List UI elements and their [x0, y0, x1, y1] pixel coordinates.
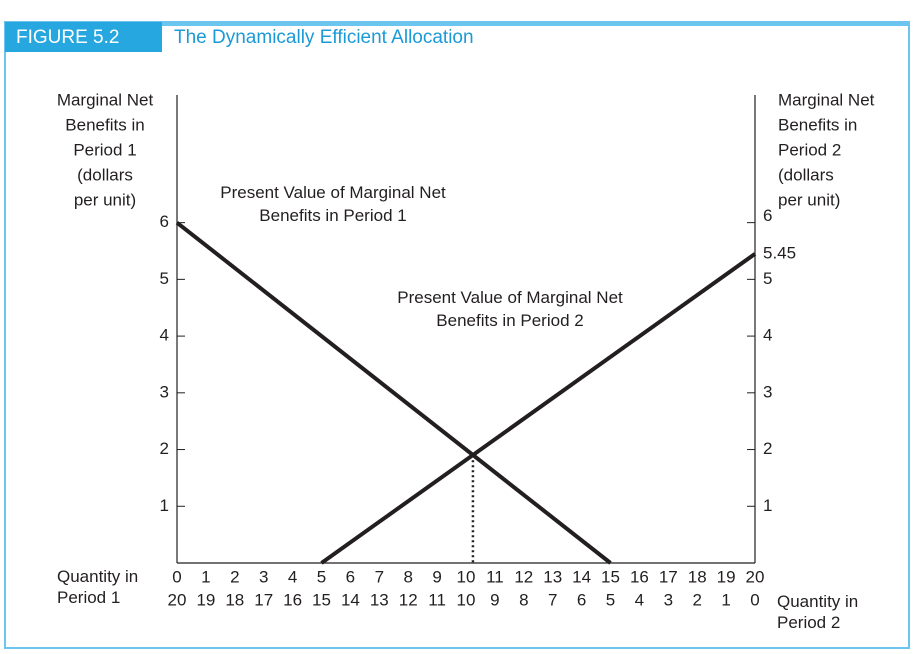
x2-tick-label: 14 — [341, 590, 360, 609]
series-label: Present Value of Marginal Net Benefits i… — [220, 183, 446, 225]
x-tick-label: 5 — [317, 567, 326, 586]
y-tick-label: 5 — [160, 269, 169, 288]
x2-tick-label: 15 — [312, 590, 331, 609]
y2-tick-label: 2 — [763, 439, 772, 458]
y2-tick-label: 5.45 — [763, 243, 796, 262]
x-tick-label: 13 — [543, 567, 562, 586]
x2-tick-label: 11 — [428, 590, 446, 609]
y2-tick-label: 4 — [763, 326, 772, 345]
chart-title: The Dynamically Efficient Allocation — [174, 27, 474, 48]
x2-axis-label: Quantity in Period 2 — [777, 592, 859, 632]
y2-tick-label: 6 — [763, 206, 772, 225]
x-tick-label: 18 — [688, 567, 707, 586]
x2-tick-label: 0 — [750, 590, 759, 609]
y2-tick-label: 5 — [763, 269, 772, 288]
y-tick-label: 6 — [160, 212, 169, 231]
x2-tick-label: 13 — [370, 590, 389, 609]
x2-tick-label: 6 — [577, 590, 586, 609]
x2-tick-label: 1 — [721, 590, 730, 609]
x-tick-label: 2 — [230, 567, 239, 586]
x-tick-label: 6 — [346, 567, 355, 586]
y2-axis-label: Period 2 — [778, 140, 841, 159]
y2-axis-label: Marginal Net — [778, 90, 875, 109]
x-tick-label: 8 — [403, 567, 412, 586]
x-tick-label: 3 — [259, 567, 268, 586]
x2-tick-label: 3 — [664, 590, 673, 609]
y-tick-label: 2 — [160, 439, 169, 458]
x-tick-label: 9 — [432, 567, 441, 586]
x-tick-label: 17 — [659, 567, 678, 586]
x-tick-label: 19 — [717, 567, 736, 586]
series-line — [175, 221, 612, 565]
x2-tick-label: 10 — [457, 590, 476, 609]
x-tick-label: 16 — [630, 567, 649, 586]
x2-tick-label: 5 — [606, 590, 615, 609]
x2-tick-label: 4 — [635, 590, 644, 609]
x2-tick-label: 8 — [519, 590, 528, 609]
x2-tick-label: 19 — [196, 590, 215, 609]
y2-axis-label: (dollars — [778, 165, 834, 184]
x2-tick-label: 9 — [490, 590, 499, 609]
y2-axis-label: Benefits in — [778, 115, 857, 134]
x-tick-label: 14 — [572, 567, 591, 586]
x-tick-label: 0 — [172, 567, 181, 586]
x2-tick-label: 18 — [225, 590, 244, 609]
y-tick-label: 4 — [160, 326, 169, 345]
y-axis-label: per unit) — [74, 190, 136, 209]
x2-tick-label: 16 — [283, 590, 302, 609]
y-axis-label: Marginal Net — [57, 90, 154, 109]
y-axis-label: Benefits in — [65, 115, 144, 134]
x-tick-label: 20 — [746, 567, 765, 586]
figure-label: FIGURE 5.2 — [16, 27, 119, 48]
x2-tick-label: 2 — [692, 590, 701, 609]
x2-tick-label: 12 — [399, 590, 418, 609]
y2-axis-label: per unit) — [778, 190, 840, 209]
x-tick-label: 7 — [375, 567, 384, 586]
x-tick-label: 11 — [486, 567, 504, 586]
y2-tick-label: 3 — [763, 382, 772, 401]
x-tick-label: 12 — [514, 567, 533, 586]
series-label: Present Value of Marginal Net Benefits i… — [397, 288, 623, 330]
x2-tick-label: 20 — [168, 590, 187, 609]
x2-tick-label: 17 — [254, 590, 273, 609]
y2-tick-label: 1 — [763, 496, 772, 515]
x-tick-label: 1 — [201, 567, 210, 586]
x-tick-label: 15 — [601, 567, 620, 586]
x2-tick-label: 7 — [548, 590, 557, 609]
y-tick-label: 3 — [160, 382, 169, 401]
y-tick-label: 1 — [160, 496, 169, 515]
y-axis-label: (dollars — [77, 165, 133, 184]
header-rule — [5, 22, 909, 26]
series-line — [320, 252, 757, 565]
figure-label-box — [5, 22, 162, 52]
x-tick-label: 10 — [457, 567, 476, 586]
y-axis-label: Period 1 — [73, 140, 136, 159]
x-tick-label: 4 — [288, 567, 297, 586]
x-axis-label: Quantity in Period 1 — [57, 567, 139, 607]
